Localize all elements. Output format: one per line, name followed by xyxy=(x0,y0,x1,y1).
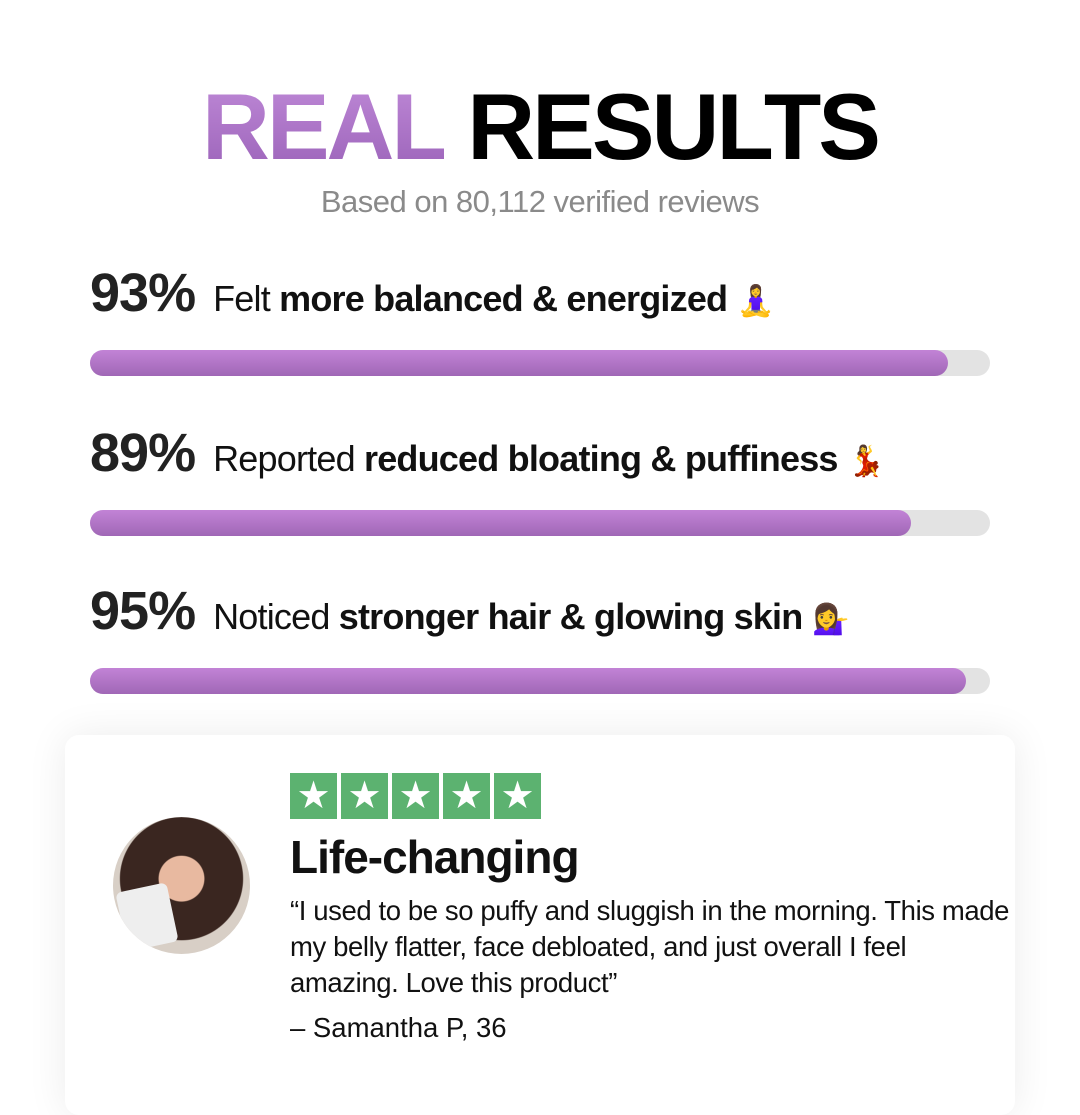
headline-main: RESULTS xyxy=(467,74,881,179)
headline-accent: REAL xyxy=(201,74,447,179)
star-icon: ★ xyxy=(494,773,541,819)
emoji-icon: 💁‍♀️ xyxy=(812,603,850,636)
star-icon: ★ xyxy=(392,773,439,819)
stat-label: Reported reduced bloating & puffiness xyxy=(213,438,838,480)
product-pack-image xyxy=(115,882,179,952)
stat-prefix: Reported xyxy=(213,438,356,479)
stat-percent: 89% xyxy=(90,423,196,483)
emoji-icon: 🧘‍♀️ xyxy=(737,285,775,318)
subtitle: Based on 80,112 verified reviews xyxy=(320,184,760,219)
stat-bold: more balanced & energized xyxy=(279,278,728,319)
stat-row: 95% Noticed stronger hair & glowing skin 💁… xyxy=(90,580,990,694)
stat-bold: stronger hair & glowing skin xyxy=(338,596,803,637)
progress-track xyxy=(90,510,990,536)
stat-percent: 93% xyxy=(90,263,196,323)
headline: REAL RESULTS xyxy=(0,72,1080,182)
progress-fill xyxy=(90,668,967,694)
progress-fill xyxy=(90,510,912,536)
stat-row: 93% Felt more balanced & energized 🧘‍♀️ xyxy=(90,262,990,376)
reviewer-avatar xyxy=(113,817,250,954)
emoji-icon: 💃 xyxy=(847,445,885,478)
review-author: – Samantha P, 36 xyxy=(290,1012,507,1043)
review-quote: “I used to be so puffy and sluggish in t… xyxy=(290,895,1010,998)
progress-fill xyxy=(90,350,948,376)
progress-track xyxy=(90,350,990,376)
stat-prefix: Noticed xyxy=(213,596,330,637)
star-icon: ★ xyxy=(290,773,337,819)
progress-track xyxy=(90,668,990,694)
stat-percent: 95% xyxy=(90,581,196,641)
star-icon: ★ xyxy=(341,773,388,819)
star-icon: ★ xyxy=(443,773,490,819)
stat-prefix: Felt xyxy=(213,278,271,319)
review-title: Life-changing xyxy=(290,831,580,883)
stat-label: Noticed stronger hair & glowing skin xyxy=(213,596,803,638)
stat-label: Felt more balanced & energized xyxy=(213,278,728,320)
stat-bold: reduced bloating & puffiness xyxy=(364,438,838,479)
star-rating: ★ ★ ★ ★ ★ xyxy=(290,773,541,819)
stat-row: 89% Reported reduced bloating & puffiness… xyxy=(90,422,990,536)
